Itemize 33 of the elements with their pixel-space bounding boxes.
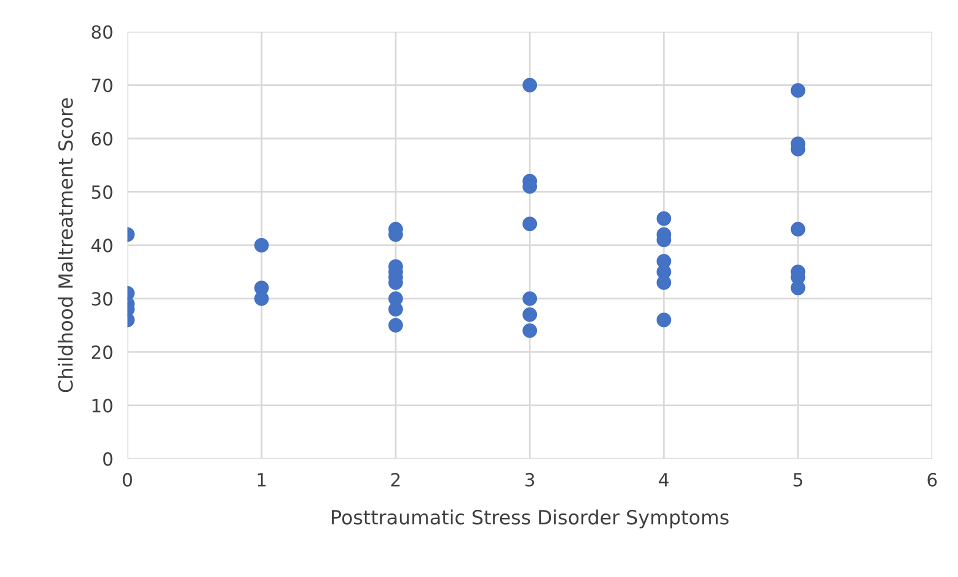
y-tick-label: 70 [92, 78, 112, 92]
x-tick-label: 5 [794, 473, 802, 487]
x-tick-label: 1 [258, 473, 266, 486]
point [656, 211, 672, 226]
point [790, 222, 806, 236]
point [790, 280, 806, 296]
y-tick-label: 20 [92, 345, 112, 360]
point [522, 323, 538, 338]
point [254, 291, 269, 306]
y-tick-label: 0 [103, 452, 112, 466]
x-tick-label: 2 [391, 472, 400, 486]
y-tick-label: 30 [92, 292, 112, 306]
point [522, 291, 538, 306]
point [388, 318, 403, 333]
point [656, 312, 672, 328]
y-tick-label: 60 [92, 132, 112, 146]
point [522, 78, 538, 92]
point [388, 302, 403, 317]
point [656, 275, 672, 290]
y-tick-label: 40 [91, 238, 112, 252]
y-tick-label: 10 [92, 398, 112, 412]
y-tick-label: 80 [92, 25, 112, 39]
x-tick-label: 6 [928, 472, 937, 487]
point [790, 83, 806, 98]
x-tick-label: 3 [525, 472, 534, 487]
x-tick-label: 0 [122, 472, 132, 487]
y-axis-title: Childhood Maltreatment Score [58, 98, 73, 392]
y-tick-label: 50 [92, 185, 112, 199]
x-axis-title: Posttraumatic Stress Disorder Symptoms [332, 510, 729, 528]
point [522, 307, 538, 322]
point [254, 238, 269, 253]
x-tick-label: 4 [659, 473, 669, 486]
point [522, 216, 538, 232]
